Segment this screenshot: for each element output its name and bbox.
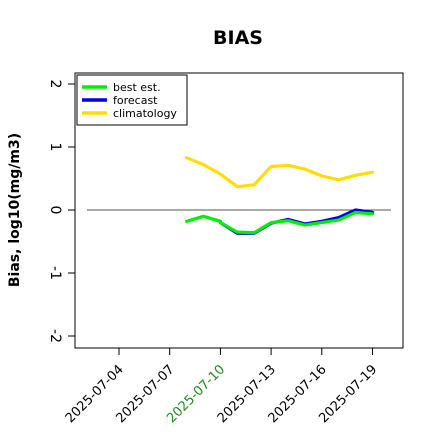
legend-label: best est. bbox=[113, 81, 161, 94]
series-line bbox=[185, 156, 375, 189]
y-axis-label: Bias, log10(mg/m3) bbox=[7, 133, 23, 287]
y-tick-label: 1 bbox=[47, 143, 63, 152]
series-line bbox=[185, 214, 222, 223]
y-tick-label: -2 bbox=[47, 329, 63, 343]
y-tick-label: 2 bbox=[47, 80, 63, 89]
y-axis-ticks: -2 -1 0 1 2 bbox=[47, 80, 75, 343]
series-layer bbox=[185, 156, 375, 235]
x-axis-ticks: 2025-07-042025-07-072025-07-102025-07-13… bbox=[63, 348, 380, 426]
chart-title: BIAS bbox=[213, 27, 263, 49]
y-tick-label: -1 bbox=[47, 266, 63, 280]
legend-label: forecast bbox=[113, 94, 158, 107]
legend-label: climatology bbox=[113, 107, 177, 120]
series-line bbox=[218, 210, 375, 235]
y-tick-label: 0 bbox=[47, 206, 63, 215]
